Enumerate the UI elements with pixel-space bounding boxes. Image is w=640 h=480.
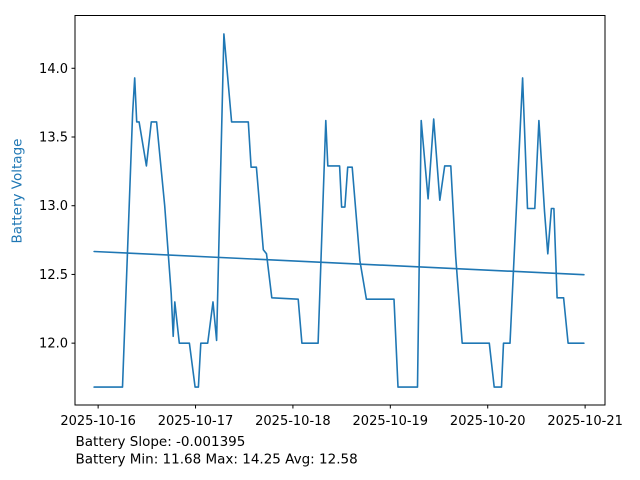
x-tick-label: 2025-10-19 xyxy=(353,414,429,429)
y-tick-label: 13.0 xyxy=(39,199,68,214)
y-tick-label: 13.5 xyxy=(39,130,68,145)
slope-stat-text: Battery Slope: -0.001395 xyxy=(76,434,246,450)
plot-border xyxy=(74,15,606,406)
x-tick-label: 2025-10-18 xyxy=(255,414,331,429)
y-tick-label: 14.0 xyxy=(39,62,68,77)
trend-line xyxy=(93,250,585,276)
y-tick-label: 12.5 xyxy=(39,268,68,283)
y-axis-label: Battery Voltage xyxy=(10,139,26,244)
voltage-line xyxy=(93,33,585,388)
x-tick-label: 2025-10-21 xyxy=(547,414,623,429)
x-tick-label: 2025-10-20 xyxy=(450,414,526,429)
min-max-avg-stat-text: Battery Min: 11.68 Max: 14.25 Avg: 12.58 xyxy=(76,452,358,468)
y-tick-label: 12.0 xyxy=(39,337,68,352)
x-tick-label: 2025-10-17 xyxy=(158,414,234,429)
x-tick-label: 2025-10-16 xyxy=(60,414,136,429)
